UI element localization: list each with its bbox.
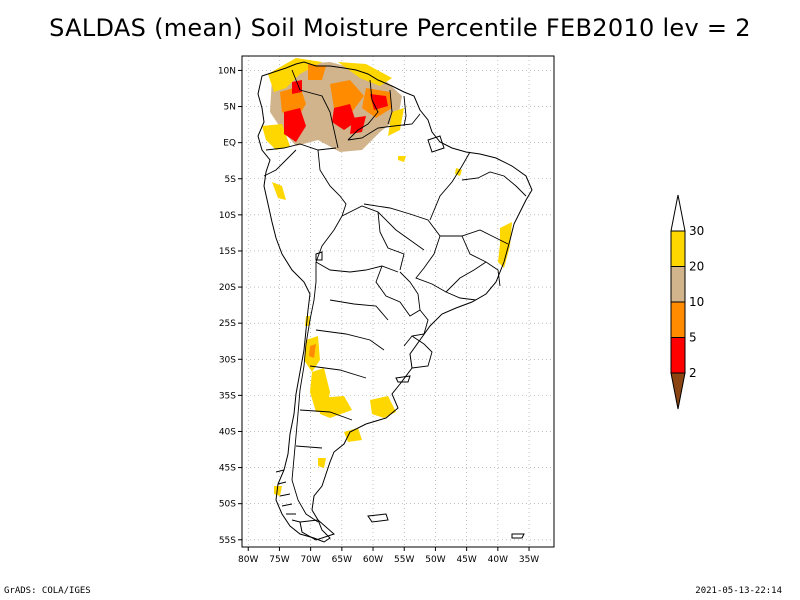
lat-tick-label: 10S <box>219 211 236 221</box>
lat-tick-label: EQ <box>223 139 236 149</box>
lon-tick-label: 35W <box>519 555 539 565</box>
lon-tick-label: 50W <box>425 555 445 565</box>
south-america-coastline <box>257 61 533 543</box>
lat-tick-label: 50S <box>219 500 236 510</box>
border-ecuador-peru <box>263 149 297 177</box>
border-brazil-arg-uru <box>403 309 429 347</box>
border-brazil-interior-4 <box>440 229 509 245</box>
lat-tick-label: 40S <box>219 427 236 437</box>
lat-tick-label: 30S <box>219 355 236 365</box>
shade-buenos-aires <box>370 396 396 418</box>
lat-tick-label: 55S <box>219 536 236 546</box>
shade-chile-orange <box>309 344 316 358</box>
border-brazil-interior-1 <box>363 203 477 301</box>
lon-tick-label: 60W <box>363 555 383 565</box>
tierra-del-fuego <box>299 519 335 541</box>
lon-tick-label: 40W <box>488 555 508 565</box>
lat-tick-label: 45S <box>219 464 236 474</box>
footer-timestamp: 2021-05-13-22:14 <box>695 586 782 596</box>
axis-ticks: 80W 75W 70W 65W 60W 55W 50W 45W 40W 35W 10N 5N EQ 5S 1… <box>218 66 539 565</box>
lon-tick-label: 45W <box>456 555 476 565</box>
islands-and-lakes <box>275 135 525 541</box>
border-brazil-interior-6 <box>445 261 487 293</box>
shade-north-yellow-4 <box>388 108 404 136</box>
shade-east-brazil <box>498 222 512 268</box>
colorbar-label: 5 <box>689 331 697 345</box>
shade-ecuador-coast <box>272 182 286 200</box>
border-bolivia-brazil <box>341 205 405 271</box>
lat-tick-label: 5N <box>224 103 236 113</box>
border-peru-brazil <box>317 149 347 217</box>
border-guyana-suriname <box>387 89 393 125</box>
lon-tick-label: 55W <box>394 555 414 565</box>
falkland-islands <box>367 513 389 523</box>
map-frame <box>241 55 555 548</box>
shade-north-orange-4 <box>308 64 326 80</box>
colorbar-label: 30 <box>689 224 704 238</box>
lon-tick-label: 65W <box>332 555 352 565</box>
shade-para-dot <box>398 156 406 162</box>
colorbar-bottom-cap <box>670 372 686 410</box>
shade-north-orange-2 <box>330 80 364 112</box>
south-georgia <box>511 533 525 539</box>
country-borders <box>263 69 527 523</box>
lon-tick-label: 70W <box>300 555 320 565</box>
border-brazil-interior-7 <box>377 211 425 251</box>
shade-north-red-4 <box>350 116 366 134</box>
border-brazil-interior-2 <box>429 151 471 221</box>
shade-north-red-5 <box>292 80 302 94</box>
colorbar-segment <box>670 337 686 374</box>
border-colombia-ecuador-peru <box>265 143 337 151</box>
border-argentina-provinces <box>295 299 389 449</box>
colorbar-label: 20 <box>689 260 704 274</box>
colorbar-top-cap <box>670 194 686 232</box>
map-title: SALDAS (mean) Soil Moisture Percentile F… <box>49 14 751 42</box>
border-guianas-brazil <box>347 113 421 141</box>
colorbar-label: 2 <box>689 366 697 380</box>
shade-north-red-2 <box>332 104 356 130</box>
border-colombia-venezuela <box>291 69 339 149</box>
lat-tick-label: 20S <box>219 283 236 293</box>
border-venezuela-guyana <box>347 79 379 141</box>
border-chile-argentina <box>291 262 319 523</box>
colorbar-segment <box>670 266 686 303</box>
shade-north-red-1 <box>284 108 306 142</box>
lon-tick-label: 80W <box>238 555 258 565</box>
colorbar-segment <box>670 230 686 267</box>
border-paraguay <box>375 265 421 317</box>
percentile-shading <box>262 58 512 496</box>
border-peru-bolivia <box>315 215 343 263</box>
chiloe-fjords <box>275 469 301 523</box>
border-brazil-interior-3 <box>461 171 527 197</box>
lagoa-dos-patos <box>395 375 411 383</box>
colorbar-segment <box>670 301 686 338</box>
lake-titicaca <box>315 251 323 261</box>
border-brazil-interior-5 <box>461 235 501 287</box>
border-uruguay <box>411 335 433 369</box>
footer-grads-credit: GrADS: COLA/IGES <box>4 586 91 596</box>
lat-tick-label: 35S <box>219 391 236 401</box>
shade-pampa <box>318 396 352 418</box>
lat-tick-label: 5S <box>225 175 237 185</box>
border-bolivia-chile-arg <box>315 261 399 273</box>
colorbar-label: 10 <box>689 295 704 309</box>
shade-bahia-blanca <box>344 428 362 442</box>
lat-tick-label: 25S <box>219 319 236 329</box>
lat-tick-label: 10N <box>218 66 236 76</box>
marajo-island <box>427 135 445 153</box>
shade-north-yellow-3 <box>262 124 290 150</box>
lat-tick-label: 15S <box>219 247 236 257</box>
border-suriname-guiana <box>403 95 407 127</box>
colorbar-legend: 30 20 10 5 2 <box>670 194 704 410</box>
lon-tick-label: 75W <box>269 555 289 565</box>
